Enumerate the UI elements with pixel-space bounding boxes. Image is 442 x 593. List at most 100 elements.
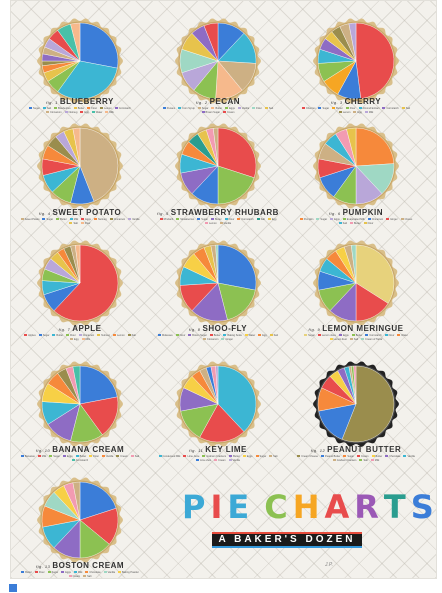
pie-title-text: PECAN xyxy=(209,97,241,106)
legend-item: Eggs xyxy=(242,455,253,459)
legend-swatch xyxy=(316,218,320,220)
legend-swatch xyxy=(70,338,74,340)
legend-label: Salt xyxy=(87,575,92,578)
legend-label: Corn Syrup xyxy=(182,107,195,110)
figure-number: fig. 10 xyxy=(35,448,51,453)
legend-label: Bananas xyxy=(24,455,35,458)
legend-swatch xyxy=(397,334,401,336)
legend-label: Flour xyxy=(179,334,186,337)
legend-label: Sugar xyxy=(322,107,330,110)
legend-label: Water xyxy=(248,334,256,337)
legend-label: Sugar xyxy=(259,455,267,458)
pie-slice-milk xyxy=(348,22,357,62)
legend-label: Butter xyxy=(336,107,343,110)
legend-label: Pumpkin xyxy=(303,218,314,221)
legend-item: Egg xyxy=(70,338,79,342)
figure-number: fig. 12 xyxy=(310,448,326,453)
legend-swatch xyxy=(385,455,389,457)
legend-item: Butter xyxy=(75,455,86,459)
legend-item: Salt xyxy=(264,107,273,111)
pie-title-text: BANANA CREAM xyxy=(52,445,125,454)
legend-label: Salt xyxy=(363,459,368,462)
legend-item: Cinnamon xyxy=(46,111,62,115)
pie-legend: Sugar Salt Blueberries Butter Flour Lemon Corn… xyxy=(20,107,140,115)
legend-swatch xyxy=(81,338,85,340)
legend-label: Milk xyxy=(368,111,374,114)
legend-label: Butter xyxy=(355,334,363,337)
legend-swatch xyxy=(109,218,113,220)
pie-chart-sweet-potato xyxy=(37,123,123,209)
pie-legend: Apples Sugar Butter Flour Cinnamon Nutmeg Lemo… xyxy=(20,334,140,342)
legend-item: Flour xyxy=(384,334,394,338)
legend-label: Egg xyxy=(357,111,362,114)
legend-swatch xyxy=(237,218,241,220)
pie-title: fig. 9 LEMON MERINGUE xyxy=(286,324,426,333)
legend-swatch xyxy=(332,459,336,461)
legend-item: Cream xyxy=(357,455,369,459)
legend-label: Butter xyxy=(77,107,85,110)
legend-swatch xyxy=(87,107,91,109)
legend-swatch xyxy=(349,338,353,340)
legend-swatch xyxy=(89,455,93,457)
legend-swatch xyxy=(68,575,72,577)
pie-slice-apples xyxy=(53,244,119,322)
legend-label: Butter xyxy=(60,218,67,221)
legend-swatch xyxy=(46,111,50,113)
legend-label: Lemon xyxy=(209,222,217,225)
legend-label: Sugar xyxy=(201,218,208,221)
legend-swatch xyxy=(176,218,180,220)
legend-label: Strawberries xyxy=(180,218,195,221)
legend-swatch xyxy=(38,334,42,336)
legend-item: Strawberries xyxy=(176,218,194,222)
legend-item: Lemon xyxy=(112,334,125,338)
pie-slice-flour xyxy=(217,282,256,321)
legend-swatch xyxy=(255,455,259,457)
legend-swatch xyxy=(225,107,229,109)
pie-title-text: KEY LIME xyxy=(205,445,247,454)
figure-number: fig. 13 xyxy=(35,564,51,569)
legend-item: Sugar xyxy=(316,218,327,222)
legend-swatch xyxy=(371,455,375,457)
legend-swatch xyxy=(370,459,374,461)
legend-swatch xyxy=(214,459,218,461)
legend-item: Salt xyxy=(338,222,347,226)
legend-item: Flour xyxy=(252,107,262,111)
title-letter: E xyxy=(227,488,255,526)
legend-swatch xyxy=(71,459,75,461)
poster-title-block: PIE CHARTS A BAKER'S DOZEN xyxy=(172,488,434,558)
legend-label: Sugar xyxy=(320,218,328,221)
pie-slice-lime-juice xyxy=(199,403,245,443)
legend-swatch xyxy=(349,222,353,224)
legend-label: Sugar xyxy=(53,455,60,458)
legend-label: Eggs xyxy=(85,218,91,221)
legend-label: Evaporated Milk xyxy=(346,218,365,221)
legend-label: Ginger xyxy=(390,218,398,221)
legend-item: Pumpkin xyxy=(299,218,314,222)
legend-swatch xyxy=(97,334,101,336)
pie-legend: Pumpkin Sugar Eggs Evaporated Milk Cinnamon G… xyxy=(296,218,416,226)
pie-chart-blueberry xyxy=(37,18,123,104)
legend-swatch xyxy=(56,218,60,220)
legend-label: Vanilla xyxy=(241,107,250,110)
legend-item: Vanilla xyxy=(237,107,250,111)
pie-legend: Sugar Lemon Juice Eggs Butter Cornstarch Flou… xyxy=(296,334,416,342)
legend-label: Cream xyxy=(218,459,226,462)
pie-title: fig. 1 BLUEBERRY xyxy=(10,97,150,106)
pie-slice-sugar xyxy=(355,244,395,304)
legend-label: Cream xyxy=(226,111,235,114)
legend-swatch xyxy=(100,107,104,109)
legend-item: Salt xyxy=(256,218,265,222)
legend-item: Butter xyxy=(56,218,67,222)
legend-item: Sugar xyxy=(49,455,60,459)
pie-title: fig. 13 BOSTON CREAM xyxy=(10,561,150,570)
legend-item: Sugar xyxy=(29,107,40,111)
pie-chart-key-lime xyxy=(175,361,261,447)
legend-item: Flour xyxy=(87,107,97,111)
pie-title-text: BLUEBERRY xyxy=(59,97,114,106)
figure-number: fig. 7 xyxy=(58,327,71,332)
legend-label: Vanilla xyxy=(407,455,415,458)
legend-swatch xyxy=(318,107,322,109)
legend-swatch xyxy=(330,218,334,220)
legend-label: Salt xyxy=(131,334,136,337)
pie-title: fig. 12 PEANUT BUTTER xyxy=(286,445,426,454)
